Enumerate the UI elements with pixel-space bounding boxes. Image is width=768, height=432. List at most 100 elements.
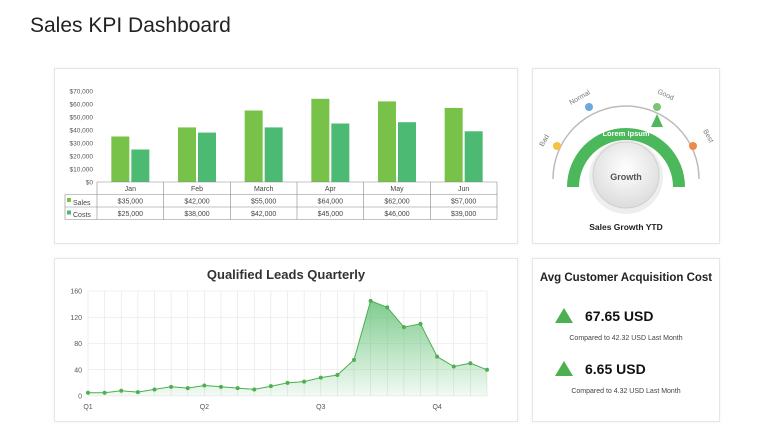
bar-costs: [331, 123, 350, 182]
table-cell-sales: $55,000: [251, 199, 276, 206]
cac-compare-2: Compared to 4.32 USD Last Month: [571, 388, 681, 395]
data-point: [268, 384, 273, 389]
table-cell-costs: $46,000: [384, 211, 409, 218]
row-label-costs: Costs: [73, 212, 91, 219]
cac-row-2: 6.65 USD: [555, 360, 646, 378]
cac-value-2: 6.65 USD: [585, 360, 646, 377]
gauge-level-bad: Bad: [539, 134, 551, 148]
x-category-label: Jan: [125, 186, 136, 193]
table-cell-sales: $35,000: [118, 199, 143, 206]
data-point: [335, 373, 340, 377]
qualified-leads-card: Qualified Leads Quarterly 0 40 80 120 160 Q1…: [54, 258, 518, 422]
data-point: [401, 325, 406, 330]
y-tick-label: 120: [70, 315, 82, 322]
x-tick-label: Q3: [316, 404, 325, 411]
data-point: [435, 354, 440, 359]
y-tick-label: $20,000: [70, 154, 94, 161]
data-point: [302, 379, 307, 384]
data-point: [169, 384, 174, 389]
data-point: [252, 387, 257, 392]
gauge-dot-good: [653, 103, 661, 111]
table-cell-costs: $42,000: [251, 211, 276, 218]
data-point: [468, 361, 473, 366]
data-point: [418, 321, 423, 326]
sales-costs-chart: $0 $10,000 $20,000 $30,000 $40,000 $50,000 $60…: [64, 89, 498, 220]
data-point: [385, 305, 390, 310]
qualified-leads-chart: Qualified Leads Quarterly 0 40 80 120 160 Q1…: [70, 267, 489, 411]
legend-swatch-costs: [67, 210, 71, 215]
cac-title: Avg Customer Acquisition Cost: [539, 272, 713, 284]
bar-costs: [131, 149, 150, 182]
cac-card: Avg Customer Acquisition Cost 67.65 USD …: [532, 258, 720, 422]
data-point: [235, 386, 240, 391]
bar-costs: [264, 127, 283, 182]
bar-costs: [398, 122, 416, 182]
y-tick-label: $40,000: [70, 128, 94, 135]
y-tick-label: $60,000: [70, 102, 94, 109]
sales-costs-card: $0 $10,000 $20,000 $30,000 $40,000 $50,000 $60…: [54, 68, 518, 244]
y-tick-label: 160: [70, 289, 82, 296]
bar-sales: [378, 101, 396, 182]
gauge-dot-best: [689, 142, 697, 150]
y-tick-label: 80: [74, 341, 82, 348]
leads-chart-title: Qualified Leads Quarterly: [207, 267, 366, 282]
leads-area-fill: [88, 300, 487, 396]
table-cell-costs: $39,000: [451, 211, 476, 218]
table-cell-sales: $64,000: [318, 199, 343, 206]
data-point: [352, 357, 356, 362]
up-triangle-icon: [555, 308, 573, 324]
gauge-dot-normal: [585, 103, 593, 111]
gauge-level-good: Good: [656, 88, 675, 102]
data-point: [135, 390, 140, 395]
cac-row-1: 67.65 USD: [555, 307, 653, 325]
data-point: [368, 298, 373, 303]
gauge-caption: Sales Growth YTD: [589, 222, 663, 232]
bar-costs: [198, 132, 216, 182]
data-point: [152, 387, 157, 392]
data-point: [485, 367, 489, 372]
x-tick-label: Q1: [83, 404, 92, 411]
data-point: [318, 375, 323, 380]
gauge-knob: [592, 141, 660, 209]
data-point: [219, 384, 223, 389]
gauge-level-best: Best: [701, 129, 714, 145]
data-point: [285, 380, 290, 385]
data-point: [119, 388, 124, 393]
y-tick-label: $10,000: [70, 167, 94, 174]
bar-sales: [444, 107, 463, 182]
x-category-label: Feb: [191, 186, 203, 193]
data-point: [86, 390, 90, 395]
gauge-ring: [567, 128, 685, 187]
y-tick-label: 40: [74, 367, 82, 374]
table-cell-costs: $25,000: [118, 211, 143, 218]
data-point: [202, 383, 207, 388]
x-category-label: Jun: [458, 186, 469, 193]
y-tick-label: $70,000: [70, 89, 94, 96]
table-cell-costs: $45,000: [318, 211, 343, 218]
bar-sales: [111, 136, 130, 182]
gauge-center-label: Growth: [610, 172, 642, 182]
sales-growth-card: Lorem Ipsum Growth Bad Normal Good Best …: [532, 68, 720, 244]
growth-gauge: Lorem Ipsum Growth Bad Normal Good Best …: [539, 88, 715, 232]
cac-compare-1: Compared to 42.32 USD Last Month: [569, 335, 683, 342]
bar-sales: [244, 110, 263, 182]
up-triangle-icon: [555, 361, 573, 377]
data-point: [451, 364, 456, 369]
row-label-sales: Sales: [73, 200, 91, 207]
table-cell-sales: $42,000: [184, 199, 209, 206]
y-tick-label: $0: [86, 180, 94, 187]
x-tick-label: Q4: [432, 404, 441, 411]
data-point: [185, 386, 190, 391]
table-cell-sales: $62,000: [384, 199, 409, 206]
x-category-label: May: [390, 186, 404, 193]
y-tick-label: $50,000: [70, 115, 94, 122]
x-category-label: Apr: [325, 186, 337, 193]
bar-sales: [311, 98, 330, 182]
y-tick-label: 0: [78, 394, 82, 401]
data-point: [102, 390, 107, 395]
gauge-ring-label: Lorem Ipsum: [602, 129, 649, 138]
y-tick-label: $30,000: [70, 141, 94, 148]
table-cell-costs: $38,000: [184, 211, 209, 218]
bar-sales: [178, 127, 196, 182]
cac-value-1: 67.65 USD: [585, 307, 654, 324]
